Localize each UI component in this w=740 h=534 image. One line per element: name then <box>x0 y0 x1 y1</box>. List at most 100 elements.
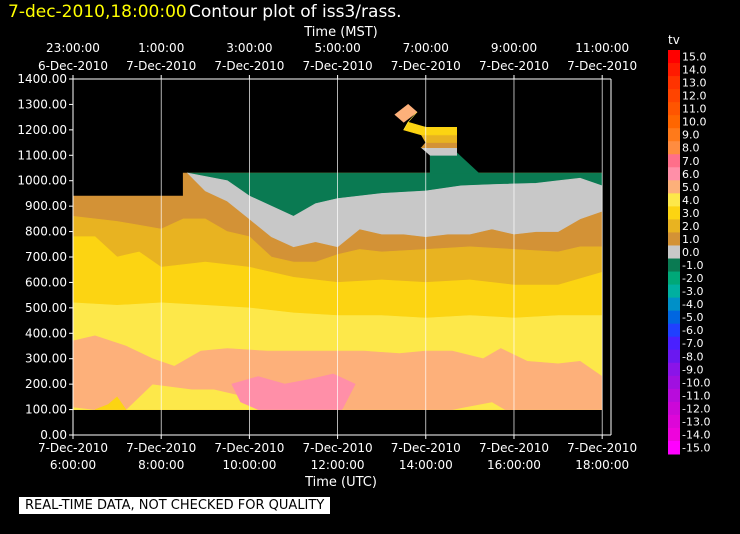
colorbar-tick-label: -1.0 <box>682 259 703 272</box>
colorbar-swatch <box>668 63 680 77</box>
colorbar-tick-label: 13.0 <box>682 77 707 90</box>
x-bottom-tick-time: 18:00:00 <box>575 458 629 472</box>
x-bottom-tick-time: 6:00:00 <box>50 458 96 472</box>
colorbar-swatch <box>668 388 680 403</box>
colorbar-swatch <box>668 271 680 286</box>
contour-region-13 <box>420 134 458 143</box>
y-tick-label: 300.00 <box>25 352 67 366</box>
colorbar: tv15.014.013.012.011.010.09.08.07.06.05.… <box>668 33 710 455</box>
x-bottom-tick-date: 7-Dec-2010 <box>303 441 373 455</box>
header-date-time: 7-dec-2010,18:00:00 <box>8 2 187 22</box>
colorbar-tick-label: 15.0 <box>682 51 707 64</box>
y-tick-label: 400.00 <box>25 326 67 340</box>
contour-region-11 <box>420 147 458 156</box>
colorbar-swatch <box>668 258 680 273</box>
y-tick-label: 1200.00 <box>17 123 67 137</box>
x-top-tick-time: 23:00:00 <box>46 41 100 55</box>
colorbar-tick-label: -5.0 <box>682 311 703 324</box>
x-bottom-tick-date: 7-Dec-2010 <box>567 441 637 455</box>
y-tick-label: 700.00 <box>25 250 67 264</box>
y-tick-label: 1100.00 <box>17 148 67 162</box>
colorbar-swatch <box>668 232 680 246</box>
colorbar-tick-label: -15.0 <box>682 441 710 454</box>
y-tick-label: 100.00 <box>25 403 67 417</box>
colorbar-swatch <box>668 245 680 260</box>
colorbar-tick-label: 1.0 <box>682 233 700 246</box>
x-top-tick-date: 7-Dec-2010 <box>567 59 637 73</box>
colorbar-swatch <box>668 167 680 181</box>
colorbar-tick-label: -7.0 <box>682 337 703 350</box>
colorbar-swatch <box>668 141 680 155</box>
colorbar-swatch <box>668 50 680 64</box>
colorbar-swatch <box>668 375 680 390</box>
x-bottom-tick-time: 12:00:00 <box>311 458 365 472</box>
colorbar-swatch <box>668 401 680 416</box>
x-bottom-tick-date: 7-Dec-2010 <box>38 441 108 455</box>
colorbar-swatch <box>668 154 680 168</box>
colorbar-swatch <box>668 206 680 220</box>
colorbar-swatch <box>668 349 680 364</box>
colorbar-tick-label: 0.0 <box>682 246 700 259</box>
colorbar-label: tv <box>668 33 680 47</box>
x-bottom-tick-date: 7-Dec-2010 <box>479 441 549 455</box>
x-top-tick-time: 5:00:00 <box>314 41 360 55</box>
colorbar-tick-label: 2.0 <box>682 220 700 233</box>
x-top-tick-date: 7-Dec-2010 <box>303 59 373 73</box>
colorbar-swatch <box>668 427 680 442</box>
colorbar-swatch <box>668 115 680 129</box>
colorbar-tick-label: -4.0 <box>682 298 703 311</box>
colorbar-tick-label: 4.0 <box>682 194 700 207</box>
colorbar-tick-label: -10.0 <box>682 376 710 389</box>
colorbar-tick-label: -14.0 <box>682 428 710 441</box>
x-bottom-tick-time: 16:00:00 <box>487 458 541 472</box>
colorbar-tick-label: 7.0 <box>682 155 700 168</box>
y-tick-label: 1300.00 <box>17 97 67 111</box>
colorbar-tick-label: 10.0 <box>682 116 707 129</box>
colorbar-tick-label: -11.0 <box>682 389 710 402</box>
colorbar-tick-label: -8.0 <box>682 350 703 363</box>
colorbar-swatch <box>668 102 680 116</box>
x-top-tick-time: 7:00:00 <box>403 41 449 55</box>
contour-region-3 <box>429 152 480 174</box>
contour-region-12 <box>420 142 458 148</box>
x-top-tick-date: 7-Dec-2010 <box>214 59 284 73</box>
colorbar-tick-label: -9.0 <box>682 363 703 376</box>
x-bottom-tick-date: 7-Dec-2010 <box>126 441 196 455</box>
colorbar-tick-label: 12.0 <box>682 90 707 103</box>
colorbar-tick-label: -6.0 <box>682 324 703 337</box>
y-tick-label: 600.00 <box>25 275 67 289</box>
contour-region-14 <box>403 121 458 136</box>
colorbar-swatch <box>668 440 680 455</box>
x-bottom-tick-time: 8:00:00 <box>138 458 184 472</box>
x-top-tick-time: 1:00:00 <box>138 41 184 55</box>
y-tick-label: 1400.00 <box>17 72 67 86</box>
x-bottom-axis-label: Time (UTC) <box>304 475 377 490</box>
colorbar-swatch <box>668 180 680 194</box>
colorbar-tick-label: -2.0 <box>682 272 703 285</box>
colorbar-swatch <box>668 310 680 325</box>
colorbar-tick-label: 9.0 <box>682 129 700 142</box>
colorbar-tick-label: -12.0 <box>682 402 710 415</box>
y-tick-label: 800.00 <box>25 225 67 239</box>
x-top-tick-date: 7-Dec-2010 <box>479 59 549 73</box>
colorbar-tick-label: -3.0 <box>682 285 703 298</box>
x-bottom-tick-time: 14:00:00 <box>399 458 453 472</box>
colorbar-swatch <box>668 89 680 103</box>
colorbar-swatch <box>668 336 680 351</box>
colorbar-swatch <box>668 323 680 338</box>
colorbar-swatch <box>668 284 680 299</box>
colorbar-tick-label: -13.0 <box>682 415 710 428</box>
x-top-tick-time: 11:00:00 <box>575 41 629 55</box>
x-top-tick-date: 7-Dec-2010 <box>126 59 196 73</box>
contour-region-15 <box>394 104 418 123</box>
contour-region-16 <box>403 111 418 131</box>
colorbar-tick-label: 8.0 <box>682 142 700 155</box>
x-top-tick-time: 9:00:00 <box>491 41 537 55</box>
colorbar-tick-label: 5.0 <box>682 181 700 194</box>
colorbar-swatch <box>668 128 680 142</box>
colorbar-swatch <box>668 76 680 90</box>
colorbar-tick-label: 11.0 <box>682 103 707 116</box>
contour-region-9 <box>94 396 127 410</box>
